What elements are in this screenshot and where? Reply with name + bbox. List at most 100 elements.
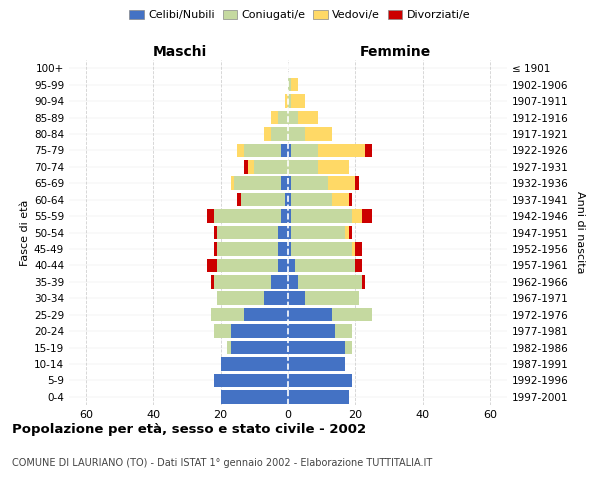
Bar	[244, 160, 248, 173]
Bar	[365, 144, 372, 157]
Bar	[231, 176, 234, 190]
Bar	[284, 94, 288, 108]
Bar	[221, 390, 288, 404]
Bar	[278, 258, 288, 272]
Bar	[217, 242, 278, 256]
Bar	[288, 258, 295, 272]
Bar	[214, 374, 288, 387]
Bar	[231, 324, 288, 338]
Bar	[288, 111, 298, 124]
Bar	[292, 226, 345, 239]
Bar	[288, 390, 349, 404]
Bar	[288, 94, 292, 108]
Bar	[288, 127, 305, 140]
Bar	[292, 94, 305, 108]
Bar	[349, 226, 352, 239]
Text: Maschi: Maschi	[153, 45, 208, 59]
Bar	[288, 242, 292, 256]
Bar	[265, 127, 271, 140]
Bar	[328, 176, 355, 190]
Bar	[319, 144, 365, 157]
Bar	[281, 176, 288, 190]
Bar	[292, 193, 332, 206]
Bar	[352, 210, 362, 223]
Bar	[332, 193, 349, 206]
Bar	[214, 226, 217, 239]
Y-axis label: Anni di nascita: Anni di nascita	[575, 191, 585, 274]
Bar	[362, 210, 372, 223]
Bar	[254, 160, 288, 173]
Bar	[214, 210, 281, 223]
Bar	[305, 292, 359, 305]
Bar	[214, 275, 271, 288]
Bar	[234, 176, 281, 190]
Bar	[281, 210, 288, 223]
Bar	[278, 111, 288, 124]
Bar	[288, 78, 292, 92]
Bar	[288, 275, 298, 288]
Text: COMUNE DI LAURIANO (TO) - Dati ISTAT 1° gennaio 2002 - Elaborazione TUTTITALIA.I: COMUNE DI LAURIANO (TO) - Dati ISTAT 1° …	[12, 458, 432, 468]
Bar	[298, 275, 362, 288]
Bar	[288, 176, 292, 190]
Bar	[288, 210, 292, 223]
Bar	[349, 193, 352, 206]
Bar	[284, 193, 288, 206]
Bar	[292, 78, 298, 92]
Bar	[271, 111, 278, 124]
Bar	[295, 258, 355, 272]
Bar	[271, 127, 288, 140]
Bar	[238, 193, 241, 206]
Bar	[355, 176, 359, 190]
Bar	[288, 308, 332, 322]
Bar	[355, 258, 362, 272]
Bar	[292, 210, 352, 223]
Bar	[244, 308, 288, 322]
Bar	[335, 324, 352, 338]
Bar	[305, 127, 332, 140]
Bar	[292, 144, 319, 157]
Bar	[278, 226, 288, 239]
Bar	[345, 226, 349, 239]
Bar	[288, 160, 319, 173]
Text: Femmine: Femmine	[360, 45, 431, 59]
Y-axis label: Fasce di età: Fasce di età	[20, 200, 30, 266]
Bar	[238, 144, 244, 157]
Bar	[288, 341, 345, 354]
Bar	[265, 292, 288, 305]
Bar	[298, 111, 319, 124]
Legend: Celibi/Nubili, Coniugati/e, Vedovi/e, Divorziati/e: Celibi/Nubili, Coniugati/e, Vedovi/e, Di…	[125, 6, 475, 25]
Bar	[362, 275, 365, 288]
Text: Popolazione per età, sesso e stato civile - 2002: Popolazione per età, sesso e stato civil…	[12, 422, 366, 436]
Bar	[221, 357, 288, 370]
Bar	[271, 275, 288, 288]
Bar	[281, 144, 288, 157]
Bar	[292, 176, 328, 190]
Bar	[319, 160, 349, 173]
Bar	[332, 308, 372, 322]
Bar	[217, 258, 278, 272]
Bar	[217, 226, 278, 239]
Bar	[352, 242, 355, 256]
Bar	[288, 357, 345, 370]
Bar	[288, 292, 305, 305]
Bar	[288, 324, 335, 338]
Bar	[211, 308, 244, 322]
Bar	[207, 210, 214, 223]
Bar	[292, 242, 352, 256]
Bar	[214, 242, 217, 256]
Bar	[288, 144, 292, 157]
Bar	[211, 275, 214, 288]
Bar	[241, 193, 284, 206]
Bar	[214, 324, 231, 338]
Bar	[248, 160, 254, 173]
Bar	[217, 292, 265, 305]
Bar	[207, 258, 217, 272]
Bar	[288, 193, 292, 206]
Bar	[288, 226, 292, 239]
Bar	[227, 341, 231, 354]
Bar	[278, 242, 288, 256]
Bar	[355, 242, 362, 256]
Bar	[244, 144, 281, 157]
Bar	[231, 341, 288, 354]
Bar	[345, 341, 352, 354]
